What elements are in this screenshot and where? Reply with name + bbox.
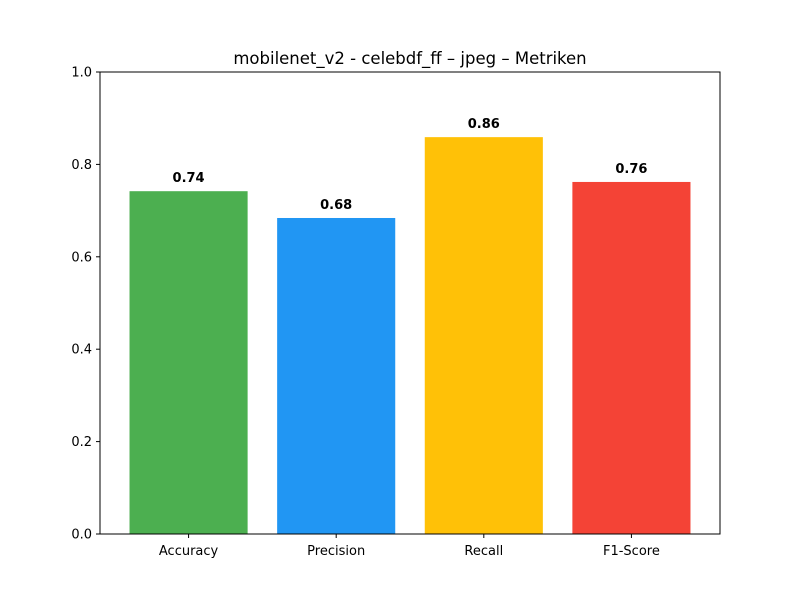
- y-tick-label: 0.6: [71, 250, 92, 265]
- y-tick-label: 0.2: [71, 435, 92, 450]
- bar-f1-score: [572, 181, 691, 534]
- bar-accuracy: [129, 191, 248, 535]
- x-tick-label: Recall: [464, 544, 503, 559]
- y-tick-label: 0.4: [71, 343, 92, 358]
- plot-frame: [99, 71, 721, 535]
- data-labels-layer: 0.74 0.68 0.86 0.76: [173, 117, 648, 213]
- y-tick-label: 0.8: [71, 158, 92, 173]
- x-tick-label: F1-Score: [603, 544, 660, 559]
- y-tick-label: 1.0: [71, 66, 92, 81]
- x-axis: Accuracy Precision Recall F1-Score: [159, 534, 660, 559]
- y-axis: 0.0 0.2 0.4 0.6 0.8 1.0: [71, 66, 100, 543]
- y-tick-label: 0.0: [71, 528, 92, 543]
- data-label: 0.68: [320, 198, 352, 213]
- bar-precision: [277, 217, 396, 534]
- bars-layer: [129, 137, 691, 535]
- x-tick-label: Precision: [307, 544, 365, 559]
- chart-title: mobilenet_v2 - celebdf_ff – jpeg – Metri…: [233, 49, 586, 69]
- data-label: 0.76: [615, 162, 647, 177]
- bar-recall: [424, 137, 543, 534]
- data-label: 0.86: [468, 117, 500, 132]
- x-tick-label: Accuracy: [159, 544, 219, 559]
- data-label: 0.74: [173, 171, 205, 186]
